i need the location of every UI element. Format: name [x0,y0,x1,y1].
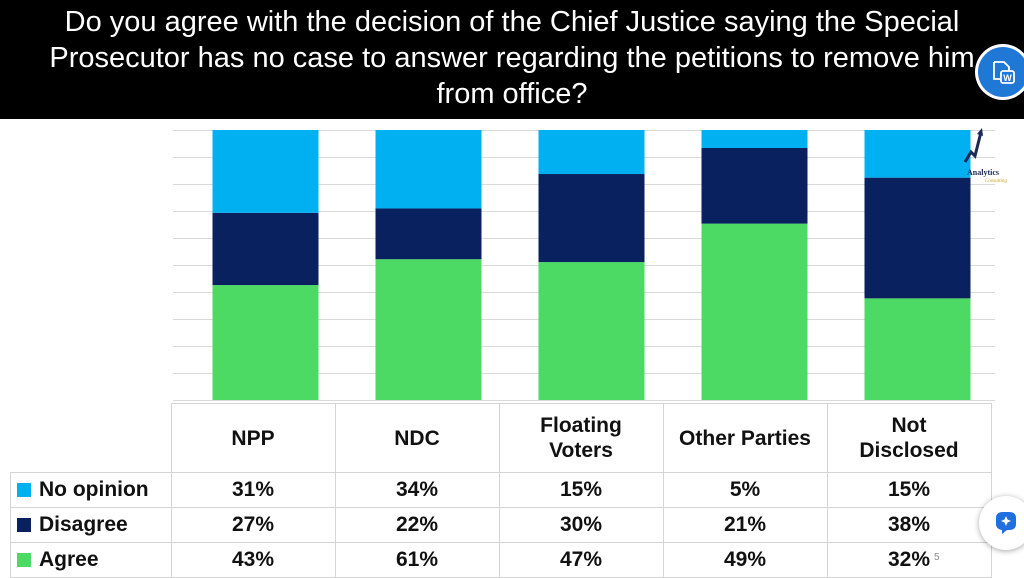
data-label: 49% [662,542,828,578]
data-label: 22% [334,507,500,543]
legend-swatch [17,483,31,497]
bar-segment-no-opinion [538,130,645,175]
header-line: NPP [231,426,275,450]
logo-tagline: Consulting [985,179,1007,184]
word-export-icon: W [993,61,1015,84]
data-label: 27% [170,507,336,543]
legend-label-no-opinion: No opinion [10,472,172,508]
data-label: 30% [498,507,664,543]
svg-text:W: W [1003,73,1012,83]
header-line: Other Parties [679,426,811,450]
bar-segment-disagree [375,208,482,260]
bar-segment-disagree [212,212,319,286]
table-row: No opinion 31% 34% 15% 5% 15% [10,472,992,508]
analytics-logo: Analytics Consulting [963,128,1023,190]
table-row: Agree 43% 61% 47% 49% 32% [10,542,992,578]
title-bar: Do you agree with the decision of the Ch… [0,0,1024,119]
header-line: Not [891,414,927,437]
bar-segment-no-opinion [864,130,971,178]
series-name: No opinion [39,478,149,501]
bar-segment-agree [864,298,971,400]
table-header-row: NPP NDC Floating Voters Other Parties No… [10,403,992,473]
title-line: from office? [436,78,588,110]
copilot-icon [996,512,1016,534]
logo-mark-icon [963,128,983,163]
page-number: 5 [934,552,940,563]
data-label: 32% [826,542,992,578]
data-label: 31% [170,472,336,508]
table-row: Disagree 27% 22% 30% 21% 38% [10,507,992,543]
legend-label-disagree: Disagree [10,507,172,543]
bar-segment-no-opinion [212,130,319,213]
bar-segment-disagree [864,177,971,299]
legend-swatch [17,553,31,567]
header-line: Voters [549,439,613,462]
logo-text: Analytics [967,168,999,177]
table-header-cell: NDC [334,403,500,473]
series-name: Disagree [39,513,128,536]
data-label: 43% [170,542,336,578]
bar-segment-disagree [538,174,645,263]
data-label: 61% [334,542,500,578]
table-header-cell: NPP [170,403,336,473]
bar-segment-no-opinion [375,130,482,209]
title-line: Do you agree with the decision of the Ch… [64,6,960,38]
header-line: Floating [540,414,622,437]
data-label: 47% [498,542,664,578]
data-label: 15% [826,472,992,508]
legend-label-agree: Agree [10,542,172,578]
bar-segment-disagree [701,148,808,224]
data-table: NPP NDC Floating Voters Other Parties No… [10,403,992,578]
word-export-button[interactable]: W [978,47,1024,97]
header-line: Disclosed [859,439,959,462]
table-header-cell: Not Disclosed [826,403,992,473]
title-line: Prosecutor has no case to answer regardi… [49,42,975,74]
copilot-button[interactable] [979,496,1024,550]
table-corner [10,403,172,473]
data-label: 15% [498,472,664,508]
data-label: 21% [662,507,828,543]
bar-segment-no-opinion [701,130,808,148]
stacked-bar-chart [173,130,995,401]
bar-segment-agree [212,285,319,400]
table-header-cell: Other Parties [662,403,828,473]
table-header-cell: Floating Voters [498,403,664,473]
bar-segment-agree [375,259,482,400]
header-line: NDC [394,426,440,450]
page-title: Do you agree with the decision of the Ch… [0,4,1024,112]
bar-segment-agree [538,262,645,400]
data-label: 34% [334,472,500,508]
series-name: Agree [39,548,99,571]
data-label: 5% [662,472,828,508]
legend-swatch [17,518,31,532]
bar-segment-agree [701,223,808,400]
data-label: 38% [826,507,992,543]
